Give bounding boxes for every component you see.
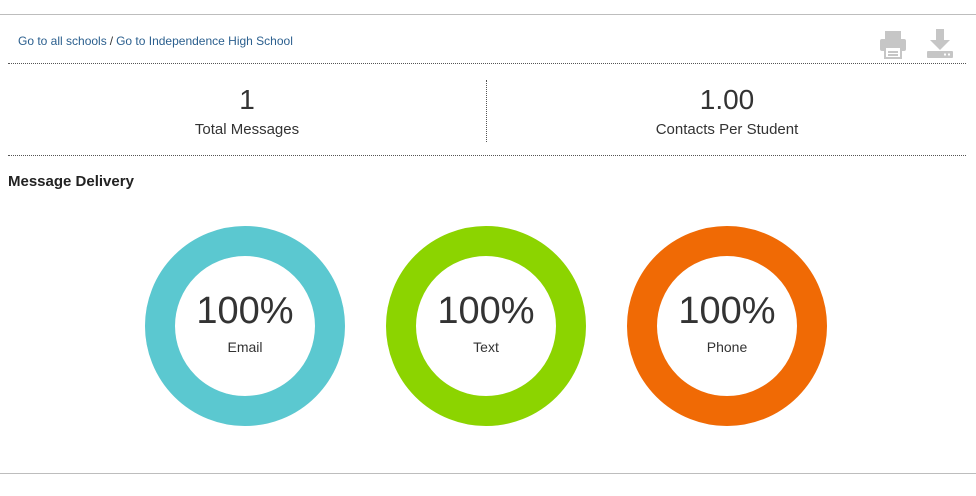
contacts-per-student-label: Contacts Per Student (655, 121, 799, 138)
text-delivery-donut: 100% Text (386, 226, 586, 426)
email-donut-chart (145, 226, 345, 426)
email-label: Email (227, 339, 263, 355)
breadcrumb-all-schools-link[interactable]: Go to all schools (18, 34, 107, 48)
total-messages-stat: 1 Total Messages (8, 80, 486, 140)
email-donut-ring (145, 226, 345, 426)
top-divider (0, 14, 976, 15)
bottom-divider (0, 473, 976, 474)
download-icon[interactable] (924, 28, 956, 60)
breadcrumb: Go to all schools / Go to Independence Hig… (18, 34, 293, 48)
phone-delivery-donut: 100% Phone (627, 226, 827, 426)
text-donut-ring (386, 226, 586, 426)
section-title: Message Delivery (8, 173, 134, 190)
contacts-per-student-stat: 1.00 Contacts Per Student (488, 80, 966, 140)
total-messages-value: 1 (239, 84, 255, 115)
stats-divider (486, 80, 487, 142)
breadcrumb-separator: / (109, 34, 114, 48)
email-percent: 100% (196, 290, 294, 332)
text-percent: 100% (437, 290, 535, 332)
phone-percent: 100% (678, 290, 776, 332)
header-divider (8, 63, 966, 64)
phone-label: Phone (706, 339, 748, 355)
text-donut-chart (386, 226, 586, 426)
breadcrumb-school-link[interactable]: Go to Independence High School (116, 34, 293, 48)
phone-donut-chart (627, 226, 827, 426)
stats-divider-bottom (8, 155, 966, 156)
contacts-per-student-value: 1.00 (699, 84, 755, 115)
total-messages-label: Total Messages (194, 121, 300, 138)
email-delivery-donut: 100% Email (145, 226, 345, 426)
phone-donut-ring (627, 226, 827, 426)
printer-icon[interactable] (877, 28, 909, 60)
text-label: Text (473, 339, 499, 355)
